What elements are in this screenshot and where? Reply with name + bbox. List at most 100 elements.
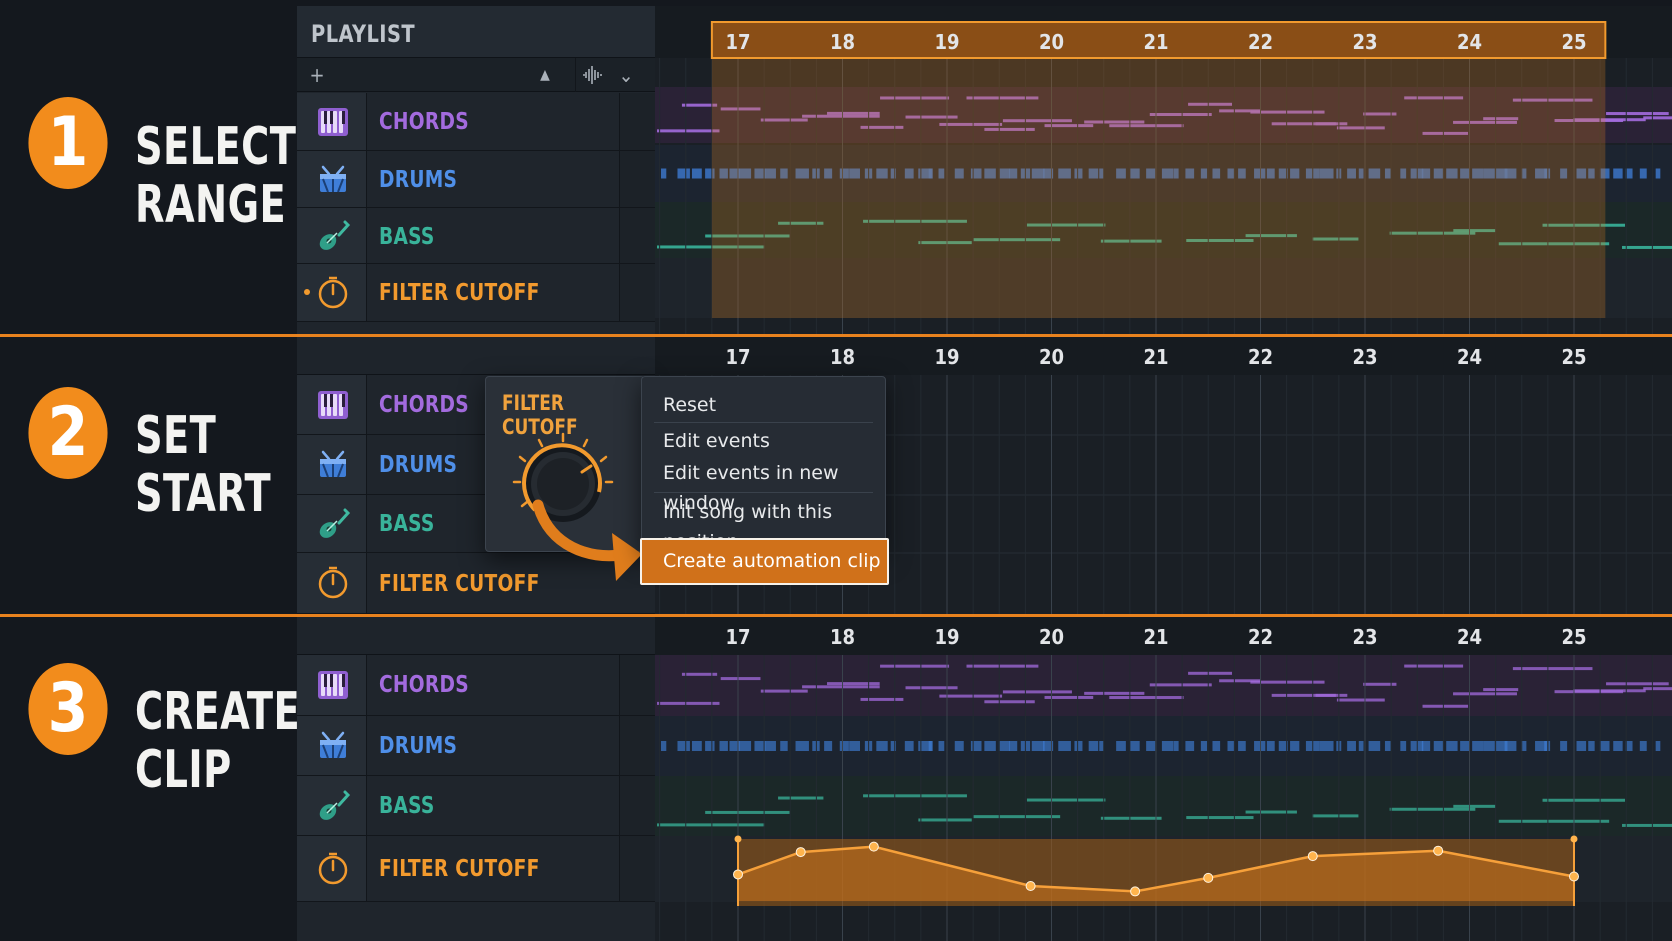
step-3-title-line2: CLIP: [135, 740, 232, 800]
drum-hit: [1227, 168, 1235, 179]
bar-number[interactable]: 19: [934, 625, 960, 649]
triangle-up-icon[interactable]: ▲: [540, 67, 550, 83]
track-slot-drums[interactable]: [619, 716, 655, 775]
chords-note: [1422, 131, 1469, 135]
bar-number[interactable]: 22: [1247, 625, 1274, 649]
timeline-3[interactable]: 17 18 19 20 21 22 23 24 25: [655, 617, 1672, 941]
menu-item-create-automation-clip[interactable]: Create automation clip: [640, 538, 889, 585]
bar-number[interactable]: 24: [1456, 625, 1483, 649]
waveform-icon[interactable]: [575, 58, 609, 92]
menu-item-init-song[interactable]: Init song with this position: [663, 501, 833, 553]
bar-number[interactable]: 18: [829, 345, 856, 369]
drum-hit: [691, 741, 702, 751]
timeline-ruler-2[interactable]: [655, 337, 1672, 375]
drum-hit: [1200, 168, 1208, 179]
bar-number[interactable]: 17: [725, 345, 751, 369]
chords-note: [1483, 117, 1519, 121]
chords-note: [1315, 122, 1348, 126]
track-row-bass[interactable]: BASS: [297, 495, 655, 553]
bar-number[interactable]: 23: [1352, 625, 1378, 649]
drum-hit: [928, 741, 933, 751]
track-slot-filter-cutoff[interactable]: [619, 836, 655, 901]
timeline-1[interactable]: 17 18 19 20 21 22 23 24 25: [655, 6, 1672, 334]
track-slot-drums[interactable]: [619, 151, 655, 207]
menu-item-reset[interactable]: Reset: [663, 394, 717, 416]
step-3-panel: 3 CREATE CLIP CHORDS DRUMS BASS: [0, 617, 1672, 941]
chords-note: [1044, 124, 1094, 128]
bar-number[interactable]: 25: [1561, 30, 1587, 54]
bar-number[interactable]: 21: [1143, 30, 1169, 54]
menu-item-edit-events-new-window[interactable]: Edit events in new window: [663, 462, 839, 514]
drum-hit: [1483, 168, 1495, 179]
drum-hit: [1472, 168, 1484, 179]
track-row-bass[interactable]: BASS: [297, 776, 655, 836]
bar-number[interactable]: 21: [1143, 625, 1169, 649]
drum-hit: [1266, 741, 1275, 751]
drum-hit: [1504, 741, 1517, 751]
chevron-down-icon[interactable]: ⌄: [618, 63, 634, 87]
timeline-ruler-3[interactable]: [655, 617, 1672, 655]
bar-number[interactable]: 20: [1038, 625, 1065, 649]
drum-hit: [1504, 168, 1517, 179]
track-row-bass[interactable]: BASS: [297, 208, 655, 264]
bar-number[interactable]: 20: [1038, 30, 1065, 54]
chords-note: [966, 96, 1039, 100]
bass-lane: [655, 202, 1672, 258]
bass-note: [1542, 798, 1626, 802]
plus-icon[interactable]: +: [309, 63, 325, 87]
bar-number[interactable]: 20: [1038, 345, 1065, 369]
drum-hit: [1472, 741, 1484, 751]
track-slot-chords[interactable]: [619, 655, 655, 715]
bass-note: [1542, 223, 1626, 227]
step-1-title-line1: SELECT: [135, 117, 297, 177]
drum-hit: [984, 741, 996, 751]
bar-number[interactable]: 19: [934, 30, 960, 54]
menu-item-edit-events[interactable]: Edit events: [663, 430, 770, 452]
drum-hit: [1347, 168, 1356, 179]
filter-cutoff-knob[interactable]: [498, 422, 628, 542]
step-divider-1: [0, 334, 1672, 337]
bar-number[interactable]: 25: [1561, 345, 1587, 369]
drum-hit: [876, 741, 888, 751]
bar-number[interactable]: 24: [1456, 30, 1483, 54]
track-row-chords[interactable]: CHORDS: [297, 655, 655, 716]
bass-note: [1453, 804, 1496, 808]
drum-hit: [1433, 168, 1444, 179]
bar-number[interactable]: 18: [829, 625, 856, 649]
drum-hit: [1639, 741, 1647, 751]
automation-fill: [738, 846, 1574, 901]
menu-separator: [654, 422, 873, 423]
bar-number[interactable]: 17: [725, 30, 751, 54]
track-slot-bass[interactable]: [619, 208, 655, 263]
bar-number[interactable]: 22: [1247, 345, 1274, 369]
bar-number[interactable]: 17: [725, 625, 751, 649]
track-row-chords[interactable]: CHORDS: [297, 375, 655, 435]
bar-number[interactable]: 18: [829, 30, 856, 54]
drum-hit: [754, 741, 766, 751]
drum-hit: [1368, 168, 1381, 179]
bar-number[interactable]: 21: [1143, 345, 1169, 369]
track-row-drums[interactable]: DRUMS: [297, 151, 655, 208]
track-row-filter-cutoff[interactable]: FILTER CUTOFF: [297, 264, 655, 322]
track-row-filter-cutoff[interactable]: FILTER CUTOFF: [297, 836, 655, 902]
chords-note: [1643, 116, 1672, 120]
drum-hit: [1031, 741, 1045, 751]
bass-note: [1245, 234, 1297, 238]
track-row-drums[interactable]: DRUMS: [297, 435, 655, 495]
bar-number[interactable]: 24: [1456, 345, 1483, 369]
bass-note: [1026, 798, 1106, 802]
track-slot-filter-cutoff[interactable]: [619, 264, 655, 321]
chords-note: [1453, 692, 1517, 696]
track-row-drums[interactable]: DRUMS: [297, 716, 655, 776]
track-row-chords[interactable]: CHORDS: [297, 93, 655, 151]
track-slot-chords[interactable]: [619, 93, 655, 150]
track-slot-bass[interactable]: [619, 776, 655, 835]
bar-number[interactable]: 25: [1561, 625, 1587, 649]
bar-number[interactable]: 23: [1352, 30, 1378, 54]
bar-number[interactable]: 19: [934, 345, 960, 369]
track-row-filter-cutoff[interactable]: FILTER CUTOFF: [297, 553, 655, 614]
bar-number[interactable]: 22: [1247, 30, 1274, 54]
drum-hit: [719, 168, 728, 179]
bar-number[interactable]: 23: [1352, 345, 1378, 369]
track-panel-1: PLAYLIST + ▲ ⌄ CHORDS DRUMS: [297, 6, 655, 334]
